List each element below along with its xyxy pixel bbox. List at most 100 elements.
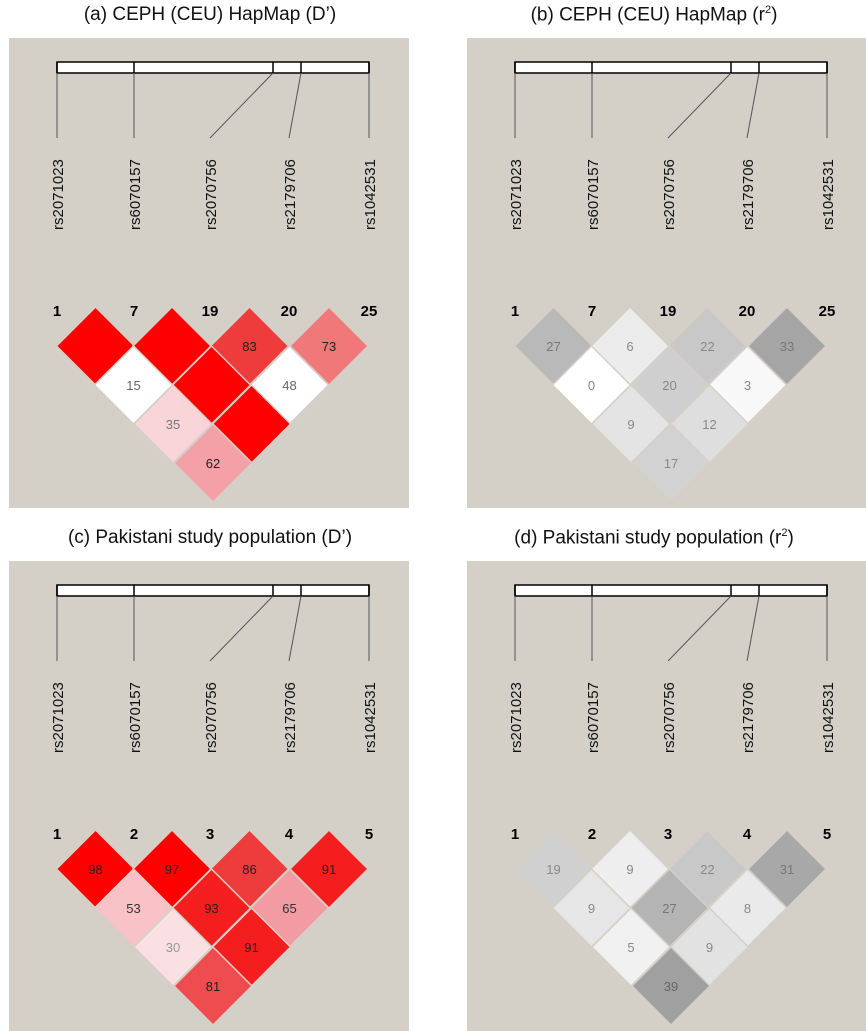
snp-label: rs6070157 (127, 159, 144, 230)
snp-label: rs2070756 (661, 682, 678, 753)
ld-cell-value: 22 (700, 339, 714, 354)
ld-cell-value: 86 (242, 862, 256, 877)
snp-position-bar (56, 584, 370, 597)
ld-cell-value: 83 (242, 339, 256, 354)
ld-cell-value: 3 (744, 378, 751, 393)
ld-cell (172, 422, 254, 504)
ld-cell (630, 422, 712, 504)
marker-number: 1 (511, 303, 519, 320)
panel-c-svg: rs2071023 rs6070157 rs2070756 rs2179706 rs10… (50, 584, 379, 1027)
panel-a-svg: rs2071023 rs6070157 rs2070756 rs2179706 rs10… (50, 61, 379, 504)
panel-a-title: (a) CEPH (CEU) HapMap (D’) (83, 4, 337, 25)
snp-connector-line (667, 595, 732, 662)
panel-c-title: (c) Pakistani study population (D’) (67, 527, 353, 548)
snp-connector-line (209, 595, 274, 662)
ld-cell-value: 62 (206, 456, 220, 471)
ld-cell-value: 39 (664, 979, 678, 994)
snp-label: rs6070157 (585, 159, 602, 230)
marker-number: 3 (664, 826, 672, 843)
marker-number: 5 (823, 826, 831, 843)
snp-connector-line (209, 72, 274, 139)
marker-number: 2 (588, 826, 596, 843)
ld-cell-value: 9 (626, 862, 633, 877)
ld-cell-value: 73 (322, 339, 336, 354)
marker-number: 1 (511, 826, 519, 843)
marker-number: 20 (281, 303, 298, 320)
ld-cell-value: 31 (780, 862, 794, 877)
ld-cell-value: 6 (626, 339, 633, 354)
ld-cell-value: 9 (627, 417, 634, 432)
snp-connector-line (288, 72, 302, 139)
ld-cell-value: 93 (204, 901, 218, 916)
ld-cell-value: 65 (282, 901, 296, 916)
ld-cell-value: 20 (662, 378, 676, 393)
marker-number: 5 (365, 826, 373, 843)
snp-connector-line (667, 72, 732, 139)
snp-label: rs1042531 (362, 682, 379, 753)
snp-label: rs2070756 (203, 159, 220, 230)
snp-label: rs2179706 (282, 159, 299, 230)
snp-label: rs2179706 (740, 682, 757, 753)
ld-cell-value: 81 (206, 979, 220, 994)
snp-label: rs2071023 (50, 159, 67, 230)
ld-cell-value: 30 (166, 940, 180, 955)
marker-number: 7 (588, 303, 596, 320)
marker-number: 7 (130, 303, 138, 320)
ld-cell-value: 35 (166, 417, 180, 432)
ld-cell-value: 91 (322, 862, 336, 877)
snp-label: rs2070756 (661, 159, 678, 230)
ld-cell-value: 19 (546, 862, 560, 877)
marker-number: 1 (53, 826, 61, 843)
snp-label: rs6070157 (585, 682, 602, 753)
marker-number: 2 (130, 826, 138, 843)
snp-position-bar (514, 584, 828, 597)
snp-label: rs1042531 (820, 159, 837, 230)
ld-cell-value: 48 (282, 378, 296, 393)
snp-connector-line (746, 72, 760, 139)
ld-cell-value: 27 (662, 901, 676, 916)
ld-cell-value: 12 (702, 417, 716, 432)
snp-label: rs2179706 (282, 682, 299, 753)
snp-label: rs2070756 (203, 682, 220, 753)
ld-cell-value: 5 (627, 940, 634, 955)
snp-label: rs1042531 (362, 159, 379, 230)
ld-cell-value: 9 (588, 901, 595, 916)
ld-cell-value: 8 (744, 901, 751, 916)
snp-label: rs2071023 (508, 159, 525, 230)
snp-label: rs2179706 (740, 159, 757, 230)
snp-label: rs1042531 (820, 682, 837, 753)
panel-d-ld-plot: rs2071023 rs6070157 rs2070756 rs2179706 rs10… (467, 561, 866, 1031)
marker-number: 25 (361, 303, 378, 320)
ld-cell-value: 91 (244, 940, 258, 955)
panel-a-ld-plot: rs2071023 rs6070157 rs2070756 rs2179706 rs10… (9, 38, 409, 508)
panel-b-title: (b) CEPH (CEU) HapMap (r2) (530, 4, 778, 26)
marker-number: 1 (53, 303, 61, 320)
snp-label: rs2071023 (508, 682, 525, 753)
snp-label: rs2071023 (50, 682, 67, 753)
ld-cell-value: 9 (706, 940, 713, 955)
ld-cell-value: 15 (126, 378, 140, 393)
marker-number: 4 (285, 826, 294, 843)
marker-number: 3 (206, 826, 214, 843)
ld-cell-value: 53 (126, 901, 140, 916)
ld-cell-value: 22 (700, 862, 714, 877)
ld-cell-value: 17 (664, 456, 678, 471)
panel-d-svg: rs2071023 rs6070157 rs2070756 rs2179706 rs10… (508, 584, 837, 1027)
panel-d-title: (d) Pakistani study population (r2) (514, 527, 794, 549)
ld-cell-value: 0 (588, 378, 595, 393)
panel-b-svg: rs2071023 rs6070157 rs2070756 rs2179706 rs10… (508, 61, 837, 504)
ld-cell-value: 97 (165, 862, 179, 877)
snp-position-bar (514, 61, 828, 74)
ld-cell-value: 98 (88, 862, 102, 877)
ld-cell-value: 27 (546, 339, 560, 354)
panel-b-ld-plot: rs2071023 rs6070157 rs2070756 rs2179706 rs10… (467, 38, 866, 508)
snp-connector-line (746, 595, 760, 662)
snp-connector-line (288, 595, 302, 662)
marker-number: 4 (743, 826, 752, 843)
marker-number: 25 (819, 303, 836, 320)
snp-position-bar (56, 61, 370, 74)
marker-number: 20 (739, 303, 756, 320)
snp-label: rs6070157 (127, 682, 144, 753)
marker-number: 19 (202, 303, 219, 320)
ld-cell-value: 33 (780, 339, 794, 354)
